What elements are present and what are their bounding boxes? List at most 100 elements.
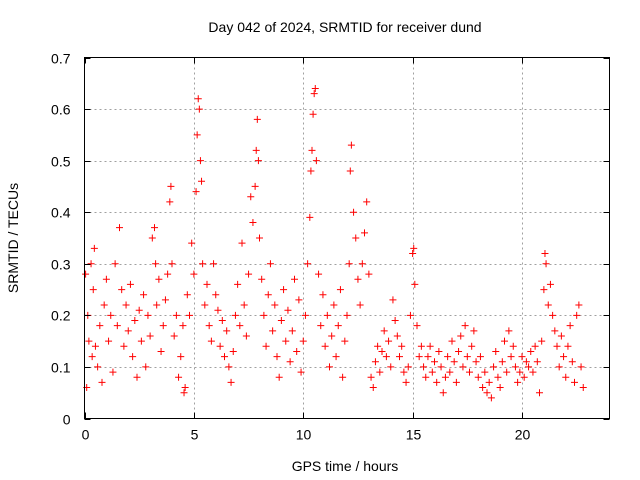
data-point xyxy=(557,332,565,340)
data-point xyxy=(297,368,305,376)
data-point xyxy=(194,95,202,103)
data-point xyxy=(168,260,176,268)
data-point xyxy=(166,198,174,206)
data-point xyxy=(518,353,526,361)
data-point xyxy=(336,286,344,294)
data-point xyxy=(256,234,263,242)
data-point xyxy=(137,337,145,345)
data-point xyxy=(540,286,548,294)
data-point xyxy=(415,353,423,361)
data-point xyxy=(468,342,476,350)
axis-ticks xyxy=(84,57,610,420)
plot-frame xyxy=(84,57,610,419)
data-point xyxy=(463,353,471,361)
data-point xyxy=(301,311,309,319)
data-point xyxy=(400,368,408,376)
data-point xyxy=(229,347,237,355)
data-point xyxy=(573,311,581,319)
data-point xyxy=(198,177,206,185)
data-point xyxy=(223,327,231,335)
data-point xyxy=(159,322,167,330)
data-point xyxy=(315,270,323,278)
data-point xyxy=(411,280,419,288)
data-point xyxy=(452,378,460,386)
data-point xyxy=(326,363,333,371)
data-point xyxy=(310,90,318,98)
data-point xyxy=(98,378,106,386)
data-point xyxy=(568,358,576,366)
data-point xyxy=(393,332,401,340)
data-point xyxy=(102,275,110,283)
data-point xyxy=(221,353,228,361)
data-point xyxy=(358,260,366,268)
data-point xyxy=(146,332,154,340)
data-point xyxy=(496,384,504,392)
data-point xyxy=(562,373,570,381)
data-point xyxy=(536,389,543,397)
data-point xyxy=(382,353,390,361)
data-point xyxy=(577,363,585,371)
data-point xyxy=(476,353,484,361)
data-point xyxy=(307,167,315,175)
data-point xyxy=(225,363,233,371)
data-point xyxy=(541,249,549,257)
data-point xyxy=(183,291,191,299)
data-point xyxy=(299,337,307,345)
data-point xyxy=(192,188,200,196)
data-point xyxy=(122,301,130,309)
data-point xyxy=(505,327,513,335)
data-point xyxy=(210,260,218,268)
data-point xyxy=(311,84,319,92)
data-point xyxy=(369,384,377,392)
data-point xyxy=(549,311,557,319)
data-point xyxy=(321,342,329,350)
data-point xyxy=(317,322,325,330)
data-point xyxy=(227,378,235,386)
data-point xyxy=(195,105,203,113)
y-tick-label: 0.2 xyxy=(51,308,71,324)
data-point xyxy=(406,311,414,319)
data-point xyxy=(262,342,270,350)
data-point xyxy=(533,358,541,366)
x-tick-labels: 0 5 10 15 20 xyxy=(82,427,531,443)
data-point xyxy=(124,327,132,335)
data-point xyxy=(109,368,117,376)
data-point xyxy=(391,317,399,325)
data-point xyxy=(242,332,250,340)
data-point xyxy=(286,358,294,366)
data-point xyxy=(396,353,403,361)
data-point xyxy=(323,311,331,319)
data-point xyxy=(236,322,244,330)
data-point xyxy=(153,301,161,309)
data-point xyxy=(216,342,224,350)
data-point xyxy=(345,260,353,268)
data-point xyxy=(293,347,301,355)
data-point xyxy=(459,363,467,371)
data-point xyxy=(485,378,493,386)
data-point xyxy=(374,342,382,350)
data-point xyxy=(520,373,528,381)
data-point xyxy=(350,208,358,216)
data-point xyxy=(291,275,298,283)
x-tick-label: 5 xyxy=(191,427,199,443)
data-point xyxy=(346,167,354,175)
data-point xyxy=(410,244,418,252)
x-tick-label: 15 xyxy=(406,427,422,443)
data-point xyxy=(120,342,128,350)
data-point xyxy=(90,244,98,252)
y-tick-label: 0.1 xyxy=(51,360,71,376)
data-point xyxy=(455,347,463,355)
data-point xyxy=(361,229,368,237)
data-point xyxy=(378,347,386,355)
data-point xyxy=(258,275,266,283)
data-point xyxy=(435,347,443,355)
data-point xyxy=(144,311,152,319)
data-point xyxy=(439,389,447,397)
data-point xyxy=(546,280,554,288)
data-point xyxy=(140,291,148,299)
data-point xyxy=(203,280,211,288)
data-point xyxy=(277,317,285,325)
data-point xyxy=(431,358,438,366)
data-point xyxy=(479,384,487,392)
